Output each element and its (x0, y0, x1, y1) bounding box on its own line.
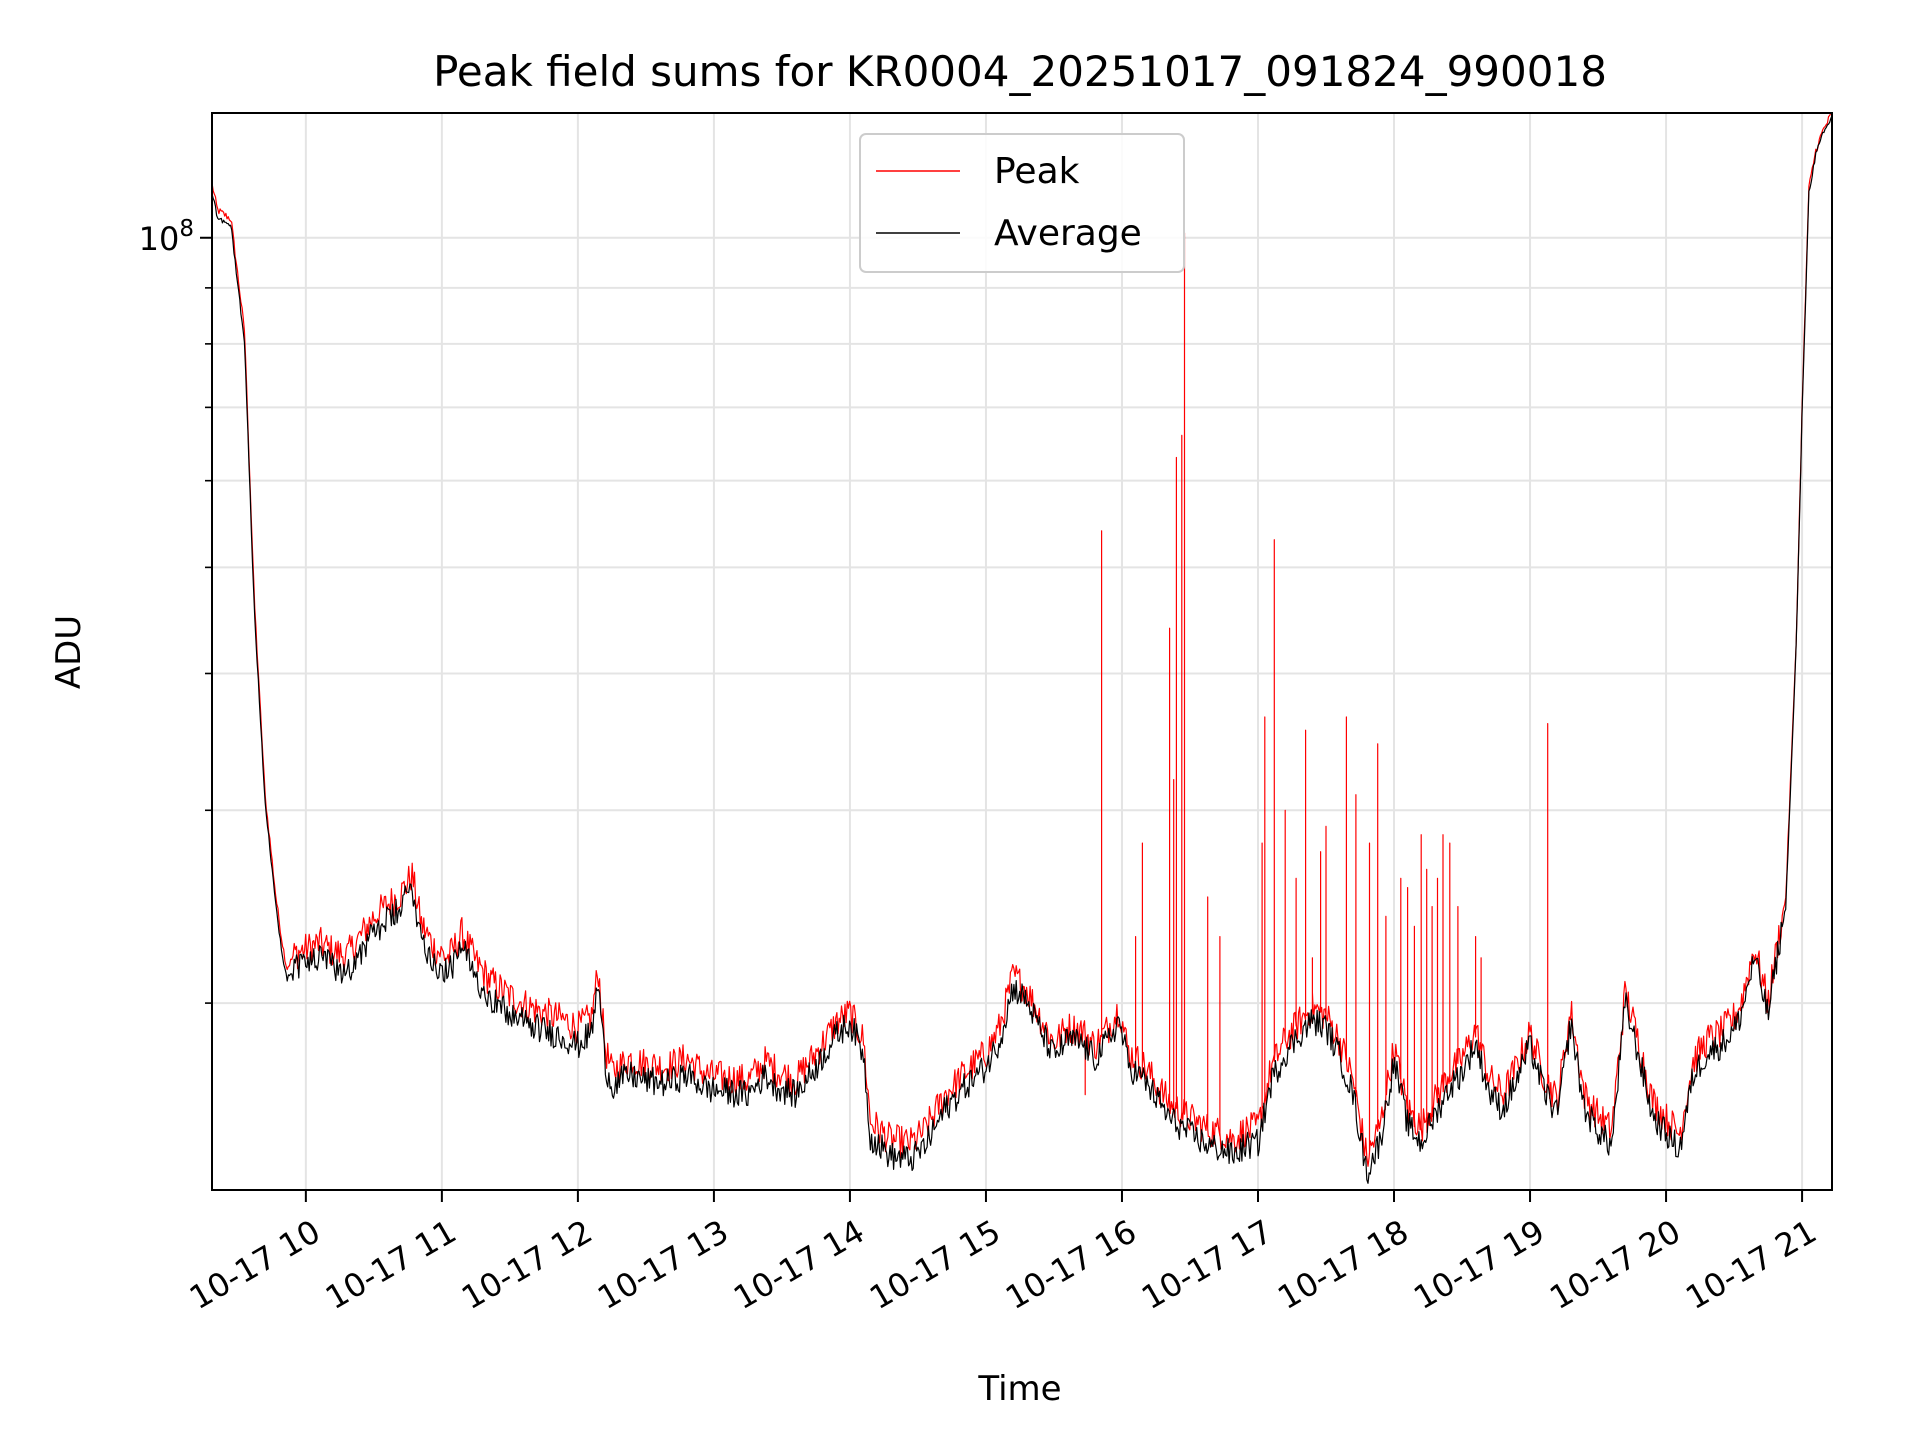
series-layer (212, 113, 1832, 1184)
y-tick-label-exponent: 8 (179, 216, 194, 242)
y-tick-label: 108 (139, 216, 194, 258)
plot-frame (211, 112, 1833, 1191)
legend-label-average: Average (994, 213, 1142, 254)
legend: Peak Average (859, 133, 1185, 273)
grid-layer (212, 113, 1832, 1190)
series-line-peak (212, 113, 1832, 1167)
y-axis-label: ADU (49, 615, 89, 689)
legend-box (859, 133, 1185, 273)
legend-label-peak: Peak (994, 151, 1080, 192)
y-tick-label-base: 10 (139, 220, 180, 258)
chart-title: Peak field sums for KR0004_20251017_0918… (433, 47, 1607, 96)
series-line-average (212, 115, 1832, 1184)
x-axis-label: Time (977, 1369, 1061, 1409)
y-axis-ticks: 108 (139, 216, 212, 1004)
